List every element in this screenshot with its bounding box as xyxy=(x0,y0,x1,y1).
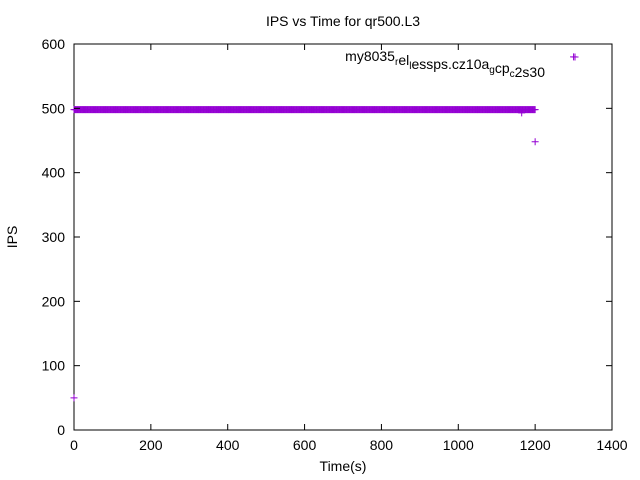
y-tick-label: 300 xyxy=(42,229,66,245)
legend: my8035rellessps.cz10agcpc2s30 xyxy=(345,48,579,80)
x-tick-label: 600 xyxy=(293,437,317,453)
x-tick-label: 1000 xyxy=(443,437,474,453)
y-tick-label: 600 xyxy=(42,36,66,52)
y-tick-label: 100 xyxy=(42,358,66,374)
y-tick-label: 400 xyxy=(42,165,66,181)
y-axis-label: IPS xyxy=(4,226,20,249)
axis-ticks: 0 200 400 600 800 1000 1200 1400 0 100 200 300 400 50… xyxy=(42,36,628,453)
legend-series-marker xyxy=(571,53,579,61)
legend-series-label: my8035rellessps.cz10agcpc2s30 xyxy=(345,48,545,80)
x-axis-label: Time(s) xyxy=(320,458,367,474)
y-tick-label: 0 xyxy=(57,422,65,438)
plot-frame xyxy=(73,43,613,431)
x-tick-label: 1200 xyxy=(520,437,551,453)
y-tick-label: 500 xyxy=(42,100,66,116)
plot-border xyxy=(73,43,613,431)
chart-title: IPS vs Time for qr500.L3 xyxy=(266,13,420,29)
data-point xyxy=(531,138,539,146)
x-tick-label: 1400 xyxy=(596,437,627,453)
data-marks xyxy=(70,53,578,402)
data-point xyxy=(531,106,539,114)
legend-marker-plus xyxy=(571,53,579,61)
x-tick-label: 0 xyxy=(70,437,78,453)
x-tick-label: 400 xyxy=(216,437,240,453)
y-tick-label: 200 xyxy=(42,293,66,309)
x-tick-label: 200 xyxy=(139,437,163,453)
series-points xyxy=(70,53,578,402)
data-point xyxy=(518,109,526,117)
x-tick-label: 800 xyxy=(370,437,394,453)
data-point xyxy=(70,394,78,402)
